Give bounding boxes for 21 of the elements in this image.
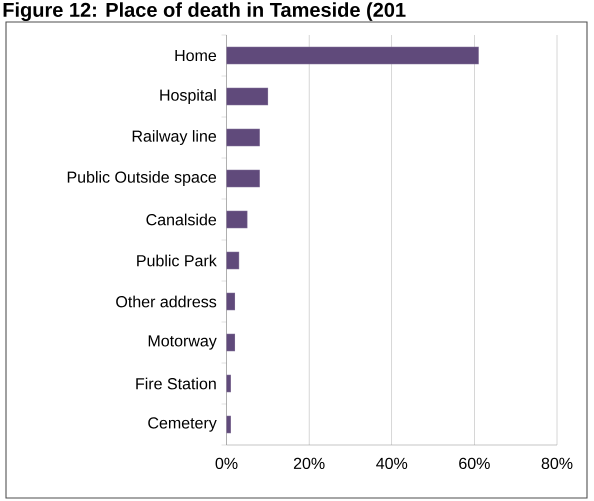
y-tick-label: Fire Station [136, 378, 216, 390]
x-tick-label: 0% [216, 458, 238, 470]
bar [226, 46, 479, 64]
bar [226, 88, 268, 106]
y-tick-label: Canalside [146, 214, 216, 226]
y-tick-label: Other address [116, 296, 216, 308]
y-tick-label: Public Outside space [68, 171, 216, 186]
x-tick-label: 40% [376, 458, 408, 470]
y-tick-label: Cemetery [148, 417, 217, 432]
bar [226, 210, 248, 228]
y-tick-label: Public Park [137, 254, 217, 266]
y-tick-label: Hospital [160, 89, 216, 104]
bar [226, 170, 260, 188]
x-tick-label: 20% [294, 458, 325, 470]
x-tick-label: 60% [459, 458, 490, 470]
y-tick-label: Railway line [132, 130, 216, 145]
x-tick-label: 80% [542, 458, 572, 470]
y-tick-label: Home [175, 50, 216, 62]
bar [226, 128, 260, 146]
y-tick-label: Motorway [148, 335, 217, 350]
chart-title: Figure 12: Place of death in Tameside (201 [4, 2, 406, 21]
